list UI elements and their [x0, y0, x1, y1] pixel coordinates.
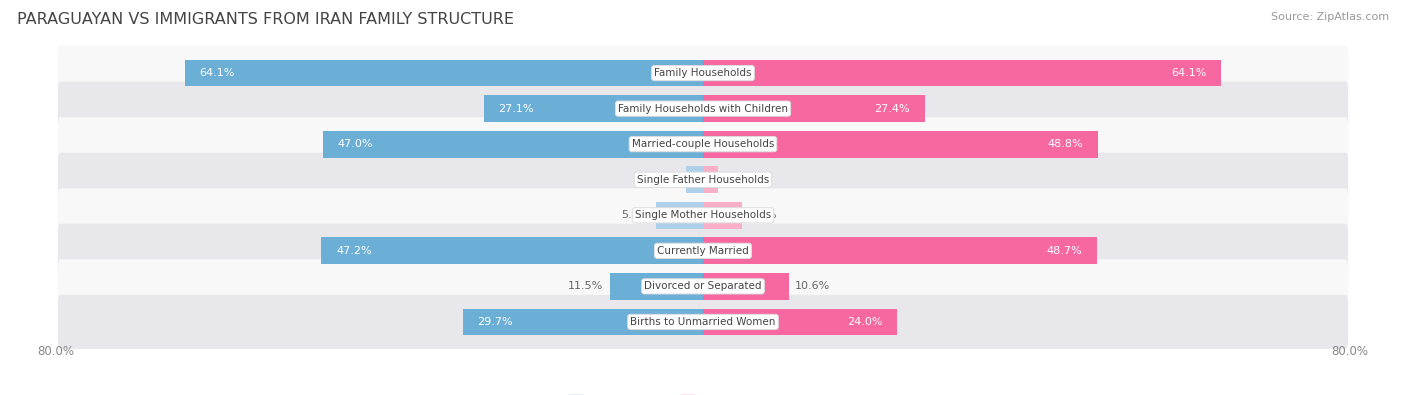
Text: PARAGUAYAN VS IMMIGRANTS FROM IRAN FAMILY STRUCTURE: PARAGUAYAN VS IMMIGRANTS FROM IRAN FAMIL… — [17, 12, 513, 27]
Bar — [657, 202, 703, 229]
Text: 64.1%: 64.1% — [200, 68, 235, 78]
Text: 27.4%: 27.4% — [875, 103, 910, 114]
Text: Married-couple Households: Married-couple Households — [631, 139, 775, 149]
Text: 64.1%: 64.1% — [1171, 68, 1206, 78]
FancyBboxPatch shape — [58, 188, 1348, 242]
Text: Births to Unmarried Women: Births to Unmarried Women — [630, 317, 776, 327]
FancyBboxPatch shape — [58, 260, 1348, 313]
FancyBboxPatch shape — [58, 153, 1348, 207]
Text: 5.8%: 5.8% — [621, 210, 650, 220]
Bar — [703, 202, 742, 229]
Text: 10.6%: 10.6% — [796, 281, 831, 292]
Bar — [703, 237, 1097, 264]
Bar — [323, 131, 703, 158]
Bar — [484, 95, 703, 122]
Text: 29.7%: 29.7% — [478, 317, 513, 327]
Bar — [703, 308, 897, 335]
Bar — [703, 60, 1222, 87]
Text: 24.0%: 24.0% — [846, 317, 883, 327]
Bar — [184, 60, 703, 87]
Legend: Paraguayan, Immigrants from Iran: Paraguayan, Immigrants from Iran — [564, 390, 842, 395]
Bar — [703, 95, 925, 122]
Text: 1.9%: 1.9% — [725, 175, 754, 185]
Bar — [703, 273, 789, 300]
Text: Source: ZipAtlas.com: Source: ZipAtlas.com — [1271, 12, 1389, 22]
FancyBboxPatch shape — [58, 46, 1348, 100]
Text: 11.5%: 11.5% — [568, 281, 603, 292]
Text: 4.8%: 4.8% — [748, 210, 776, 220]
Bar — [322, 237, 703, 264]
Bar — [686, 166, 703, 193]
Text: Currently Married: Currently Married — [657, 246, 749, 256]
Bar — [703, 131, 1098, 158]
Text: 47.2%: 47.2% — [336, 246, 371, 256]
Text: Divorced or Separated: Divorced or Separated — [644, 281, 762, 292]
FancyBboxPatch shape — [58, 117, 1348, 171]
Text: Family Households with Children: Family Households with Children — [619, 103, 787, 114]
Bar — [463, 308, 703, 335]
Text: 2.1%: 2.1% — [651, 175, 679, 185]
Text: Single Father Households: Single Father Households — [637, 175, 769, 185]
Text: 48.8%: 48.8% — [1047, 139, 1083, 149]
Text: Family Households: Family Households — [654, 68, 752, 78]
Text: Single Mother Households: Single Mother Households — [636, 210, 770, 220]
Text: 48.7%: 48.7% — [1046, 246, 1083, 256]
Text: 47.0%: 47.0% — [337, 139, 373, 149]
FancyBboxPatch shape — [58, 295, 1348, 349]
Bar — [703, 166, 718, 193]
FancyBboxPatch shape — [58, 224, 1348, 278]
Text: 27.1%: 27.1% — [499, 103, 534, 114]
Bar — [610, 273, 703, 300]
FancyBboxPatch shape — [58, 82, 1348, 135]
